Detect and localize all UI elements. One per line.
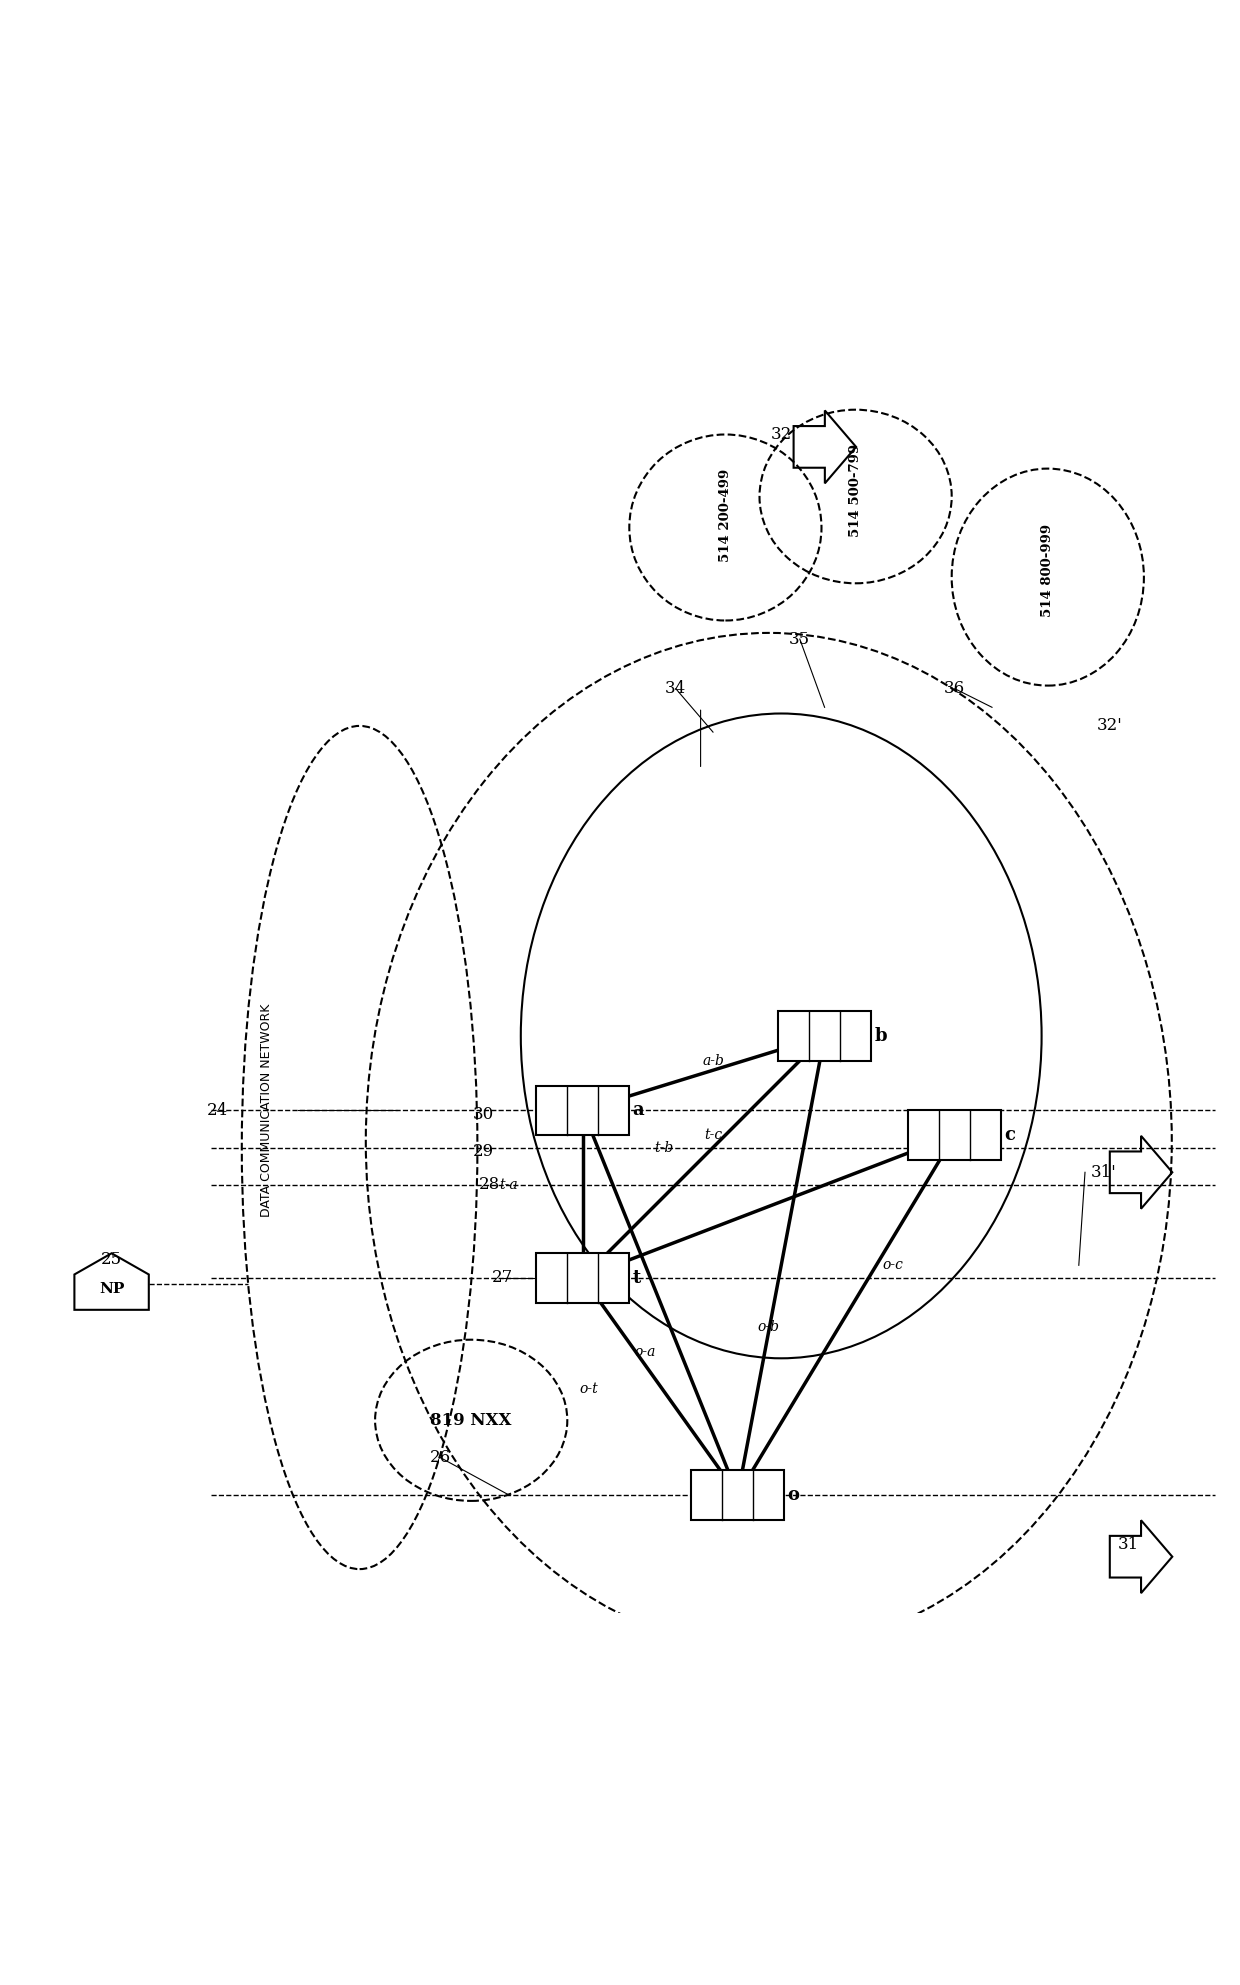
Text: 26: 26 (429, 1449, 451, 1467)
Text: o-b: o-b (758, 1320, 780, 1334)
Text: 819 NXX: 819 NXX (430, 1411, 512, 1429)
Text: NP: NP (99, 1282, 124, 1296)
Text: o-a: o-a (634, 1346, 656, 1360)
Text: c: c (1004, 1125, 1016, 1143)
Text: 32: 32 (770, 427, 792, 443)
Text: t-a: t-a (498, 1177, 518, 1191)
Text: 31: 31 (1117, 1536, 1140, 1552)
Text: 34: 34 (665, 681, 687, 697)
Text: 514 500-799: 514 500-799 (849, 445, 862, 536)
Text: 36: 36 (944, 681, 966, 697)
Text: 28: 28 (479, 1177, 501, 1193)
FancyBboxPatch shape (536, 1253, 630, 1302)
Text: b: b (874, 1026, 887, 1044)
Text: o-t: o-t (579, 1382, 599, 1395)
Text: 29: 29 (472, 1143, 495, 1159)
Text: t-b: t-b (653, 1141, 673, 1155)
Text: t-c: t-c (704, 1127, 722, 1141)
FancyBboxPatch shape (692, 1471, 785, 1519)
Text: 24: 24 (206, 1102, 228, 1120)
Text: a: a (632, 1102, 644, 1120)
Text: 31': 31' (1091, 1163, 1116, 1181)
Text: a-b: a-b (702, 1054, 724, 1068)
Text: 32': 32' (1097, 717, 1122, 734)
Text: 514 800-999: 514 800-999 (1042, 524, 1054, 617)
Text: o: o (787, 1485, 800, 1505)
Text: o-c: o-c (883, 1258, 903, 1272)
Text: 27: 27 (491, 1268, 513, 1286)
Text: DATA COMMUNICATION NETWORK: DATA COMMUNICATION NETWORK (260, 1004, 273, 1217)
FancyBboxPatch shape (536, 1086, 630, 1135)
Text: 30: 30 (472, 1106, 495, 1124)
FancyBboxPatch shape (908, 1110, 1002, 1159)
FancyBboxPatch shape (779, 1010, 872, 1060)
Text: 35: 35 (789, 631, 811, 647)
Text: t: t (632, 1268, 641, 1286)
Text: 25: 25 (100, 1251, 123, 1268)
Text: 514 200-499: 514 200-499 (719, 468, 732, 562)
